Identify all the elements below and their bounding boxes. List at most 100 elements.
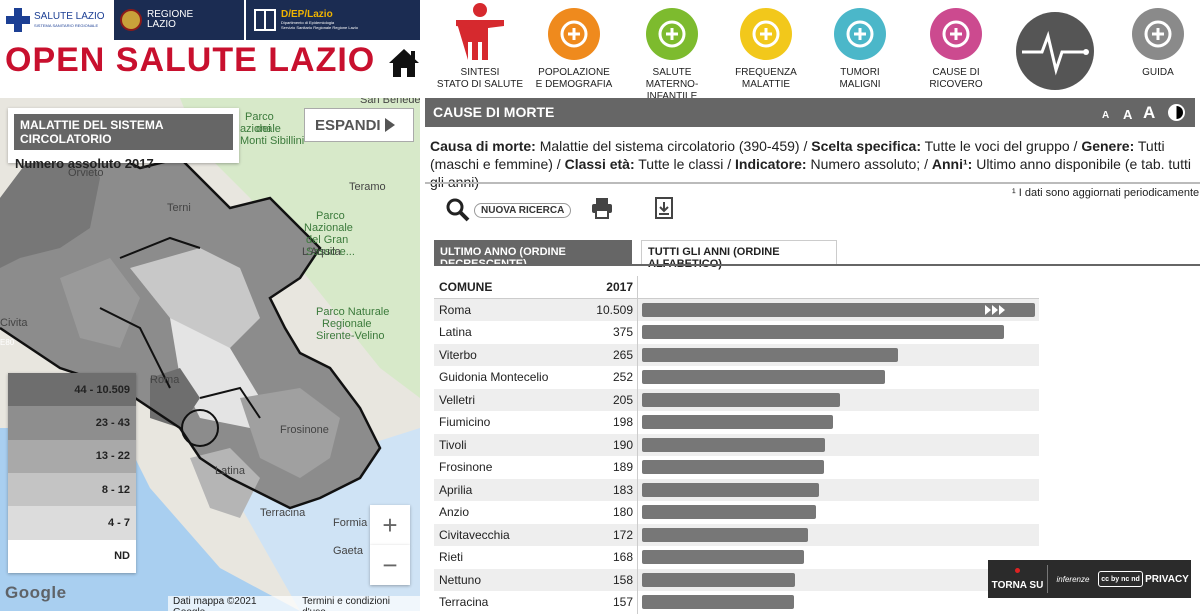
value-bar xyxy=(642,325,1004,339)
google-logo[interactable]: Google xyxy=(5,583,67,602)
desc-value: Tutti (maschi e femmine) / xyxy=(430,138,1165,172)
table-row[interactable]: Guidonia Montecelio 252 xyxy=(434,366,1039,389)
value-bar xyxy=(642,595,794,609)
nav-label-line2: STATO DI SALUTE xyxy=(436,79,524,90)
nav-label-line2: E DEMOGRAFIA xyxy=(535,79,613,90)
cell-comune: Civitavecchia xyxy=(439,527,510,542)
cell-comune: Roma xyxy=(439,302,472,317)
regione-lazio-logo[interactable]: REGIONE LAZIO xyxy=(112,0,244,40)
table-row[interactable]: Terracina 157 xyxy=(434,591,1039,614)
value-bar xyxy=(642,527,808,542)
query-description: Causa di morte: Malattie del sistema cir… xyxy=(430,137,1195,191)
regione-line2: LAZIO xyxy=(147,19,176,30)
header-comune[interactable]: COMUNE xyxy=(439,279,493,294)
place-label: del Gran xyxy=(306,234,348,246)
red-cross-icon xyxy=(6,8,30,32)
tab-all-years[interactable]: TUTTI GLI ANNI (ORDINE ALFABETICO) xyxy=(641,240,837,270)
font-medium-button[interactable]: A xyxy=(1123,107,1133,122)
place-label: L'Aquila xyxy=(302,246,342,258)
table-row[interactable]: Latina 375 xyxy=(434,321,1039,344)
zoom-in-button[interactable]: + xyxy=(370,505,410,545)
table-row[interactable]: Nettuno 158 xyxy=(434,568,1039,591)
road-label: E80 xyxy=(0,338,15,347)
nav-item-heartbeat[interactable] xyxy=(1010,0,1100,90)
cell-comune: Guidonia Montecelio xyxy=(439,370,549,385)
table-row[interactable]: Velletri 205 xyxy=(434,388,1039,411)
book-icon xyxy=(1132,8,1184,60)
nav-label-line1: SINTESI xyxy=(460,67,500,78)
table-row[interactable]: Roma 10.509 xyxy=(434,298,1039,321)
expand-button[interactable]: ESPANDI xyxy=(304,108,414,142)
desc-value: Tutte le classi / xyxy=(634,156,736,172)
place-label: Orvieto xyxy=(68,167,103,179)
cell-value: 190 xyxy=(612,437,633,452)
table-row[interactable]: Fiumicino 198 xyxy=(434,411,1039,434)
cell-bar xyxy=(637,501,1039,524)
table-header: COMUNE 2017 xyxy=(434,276,1039,299)
table-row[interactable]: Anzio 180 xyxy=(434,501,1039,524)
divider xyxy=(425,182,1200,184)
left-pane: SALUTE LAZIO SISTEMA SANITARIO REGIONALE … xyxy=(0,0,420,611)
nav-item-book[interactable]: GUIDA xyxy=(1110,0,1200,79)
nav-item-drip[interactable]: FREQUENZA MALATTIE xyxy=(718,0,814,91)
printer-icon[interactable] xyxy=(591,196,613,225)
place-label: Terracina xyxy=(260,507,306,519)
dep-mark-icon xyxy=(254,9,276,31)
hospital-bed-icon xyxy=(930,8,982,60)
update-note: ¹ I dati sono aggiornati periodicamente xyxy=(1012,187,1200,199)
site-title[interactable]: OPEN SALUTE LAZIO xyxy=(5,41,376,79)
back-to-top-button[interactable]: TORNA SU xyxy=(988,565,1048,593)
nav-item-cell[interactable]: TUMORI MALIGNI xyxy=(812,0,908,91)
map-title: MALATTIE DEL SISTEMA CIRCOLATORIO xyxy=(14,114,233,150)
map-attribution-bar: Dati mappa ©2021 Google Termini e condiz… xyxy=(168,596,420,611)
map-terms-link[interactable]: Termini e condizioni d'uso xyxy=(302,596,390,611)
people-icon xyxy=(548,8,600,60)
home-icon[interactable] xyxy=(386,46,420,80)
table-row[interactable]: Civitavecchia 172 xyxy=(434,523,1039,546)
nav-label-line2: MALIGNI xyxy=(839,79,881,90)
font-small-button[interactable]: A xyxy=(1102,110,1110,121)
nav-label: CAUSE DI RICOVERO xyxy=(908,67,1004,91)
zoom-out-button[interactable]: − xyxy=(370,545,410,585)
table-row[interactable]: Viterbo 265 xyxy=(434,343,1039,366)
place-label: Parco Naturale xyxy=(316,306,389,318)
nav-item-hospital-bed[interactable]: CAUSE DI RICOVERO xyxy=(908,0,1004,91)
nav-label: TUMORI MALIGNI xyxy=(812,67,908,91)
cc-license-badge[interactable]: cc by nc nd xyxy=(1098,571,1143,587)
font-large-button[interactable]: A xyxy=(1143,103,1156,122)
nav-label-line2: MALATTIE xyxy=(741,79,791,90)
table-row[interactable]: Rieti 168 xyxy=(434,546,1039,569)
cell-comune: Viterbo xyxy=(439,347,477,362)
contrast-icon[interactable] xyxy=(1168,104,1185,121)
regione-seal-icon xyxy=(120,9,142,31)
table-row[interactable]: Frosinone 189 xyxy=(434,456,1039,479)
tab-latest-year[interactable]: ULTIMO ANNO (ORDINE DECRESCENTE) xyxy=(434,240,632,270)
nav-item-people[interactable]: POPOLAZIONE E DEMOGRAFIA xyxy=(526,0,622,91)
section-header: CAUSE DI MORTE xyxy=(425,98,1195,127)
salute-lazio-subtext: SISTEMA SANITARIO REGIONALE xyxy=(34,23,99,28)
place-label: Teramo xyxy=(349,181,386,193)
value-bar xyxy=(642,572,795,587)
table-row[interactable]: Tivoli 190 xyxy=(434,433,1039,456)
nav-label: POPOLAZIONE E DEMOGRAFIA xyxy=(526,67,622,91)
search-icon xyxy=(446,198,470,222)
cell-comune: Nettuno xyxy=(439,572,482,587)
nav-item-person[interactable]: SINTESI STATO DI SALUTE xyxy=(432,0,528,91)
nav-label: SALUTE MATERNO-INFANTILE xyxy=(624,67,720,103)
header-year[interactable]: 2017 xyxy=(606,279,633,294)
table-row[interactable]: Aprilia 183 xyxy=(434,478,1039,501)
footer-badge: TORNA SU inferenze cc by nc nd PRIVACY xyxy=(988,560,1191,598)
inferenze-logo[interactable]: inferenze xyxy=(1056,574,1090,584)
data-table: COMUNE 2017 Roma 10.509 Latina 375 Viterbo 26… xyxy=(434,276,1039,614)
new-search-button[interactable]: NUOVA RICERCA xyxy=(445,196,572,224)
download-icon[interactable] xyxy=(655,196,673,225)
dep-lazio-logo[interactable]: D/EP/Lazio Dipartimento di Epidemiologia S… xyxy=(244,0,420,40)
cell-bar xyxy=(637,523,1039,546)
cell-bar xyxy=(637,546,1039,569)
cell-bar xyxy=(637,411,1039,434)
nav-item-mother-child[interactable]: SALUTE MATERNO-INFANTILE xyxy=(624,0,720,103)
cell-value: 157 xyxy=(612,595,633,610)
legend-item: 8 - 12 xyxy=(8,472,136,507)
privacy-link[interactable]: PRIVACY xyxy=(1145,573,1189,585)
salute-lazio-logo[interactable]: SALUTE LAZIO SISTEMA SANITARIO REGIONALE xyxy=(0,0,112,40)
